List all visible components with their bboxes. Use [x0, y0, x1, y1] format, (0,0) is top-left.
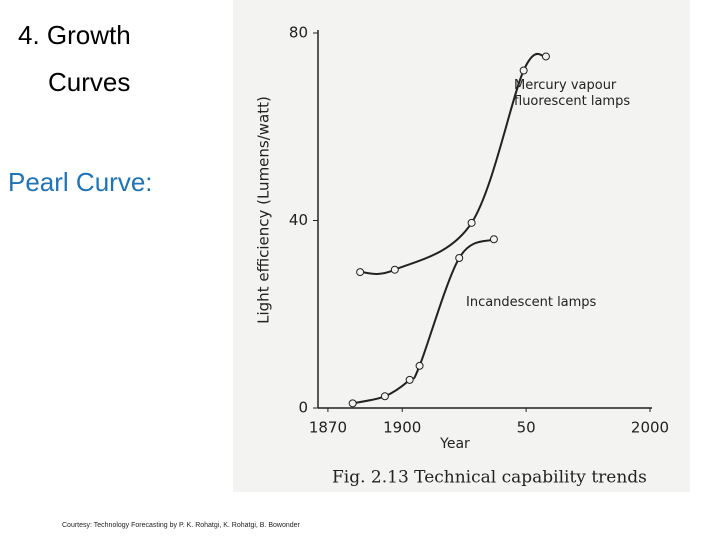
data-point [380, 392, 389, 401]
credit: Courtesy: Technology Forecasting by P. K… [62, 522, 300, 529]
slide-title: Curves [48, 67, 131, 97]
data-point [455, 254, 464, 262]
data-point [390, 265, 399, 274]
x-tick-label: 50 [517, 419, 536, 437]
slide-title: 4. Growth [18, 20, 131, 50]
x-tick-label: 2000 [631, 419, 669, 437]
data-point [519, 66, 528, 75]
data-point [356, 268, 365, 277]
y-axis-label: Light efficiency (Lumens/watt) [255, 96, 273, 324]
x-tick-label: 1870 [309, 419, 347, 437]
slide-subtitle: Pearl Curve: [8, 167, 153, 197]
y-tick-label: 40 [289, 211, 308, 229]
data-point [415, 361, 424, 370]
data-point [541, 52, 550, 61]
x-axis-label: Year [439, 436, 470, 452]
scan-background [233, 0, 690, 492]
x-tick-label: 1900 [383, 419, 421, 437]
y-tick-label: 0 [298, 399, 308, 417]
series-label: Incandescent lamps [466, 295, 597, 310]
data-point [405, 375, 414, 384]
caption: Fig. 2.13 Technical capability trends [332, 468, 647, 488]
series-line [360, 52, 547, 275]
data-point [348, 399, 357, 408]
data-point [467, 218, 476, 227]
data-point [489, 235, 498, 244]
y-tick-label: 80 [289, 24, 308, 42]
series-label: Mercury vapour fluorescent lamps [514, 78, 631, 109]
